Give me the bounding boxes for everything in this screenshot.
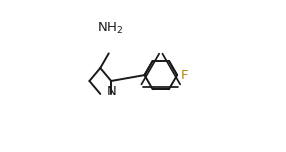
Text: N: N — [106, 85, 116, 98]
Text: NH$_2$: NH$_2$ — [97, 21, 123, 36]
Text: F: F — [181, 69, 188, 82]
